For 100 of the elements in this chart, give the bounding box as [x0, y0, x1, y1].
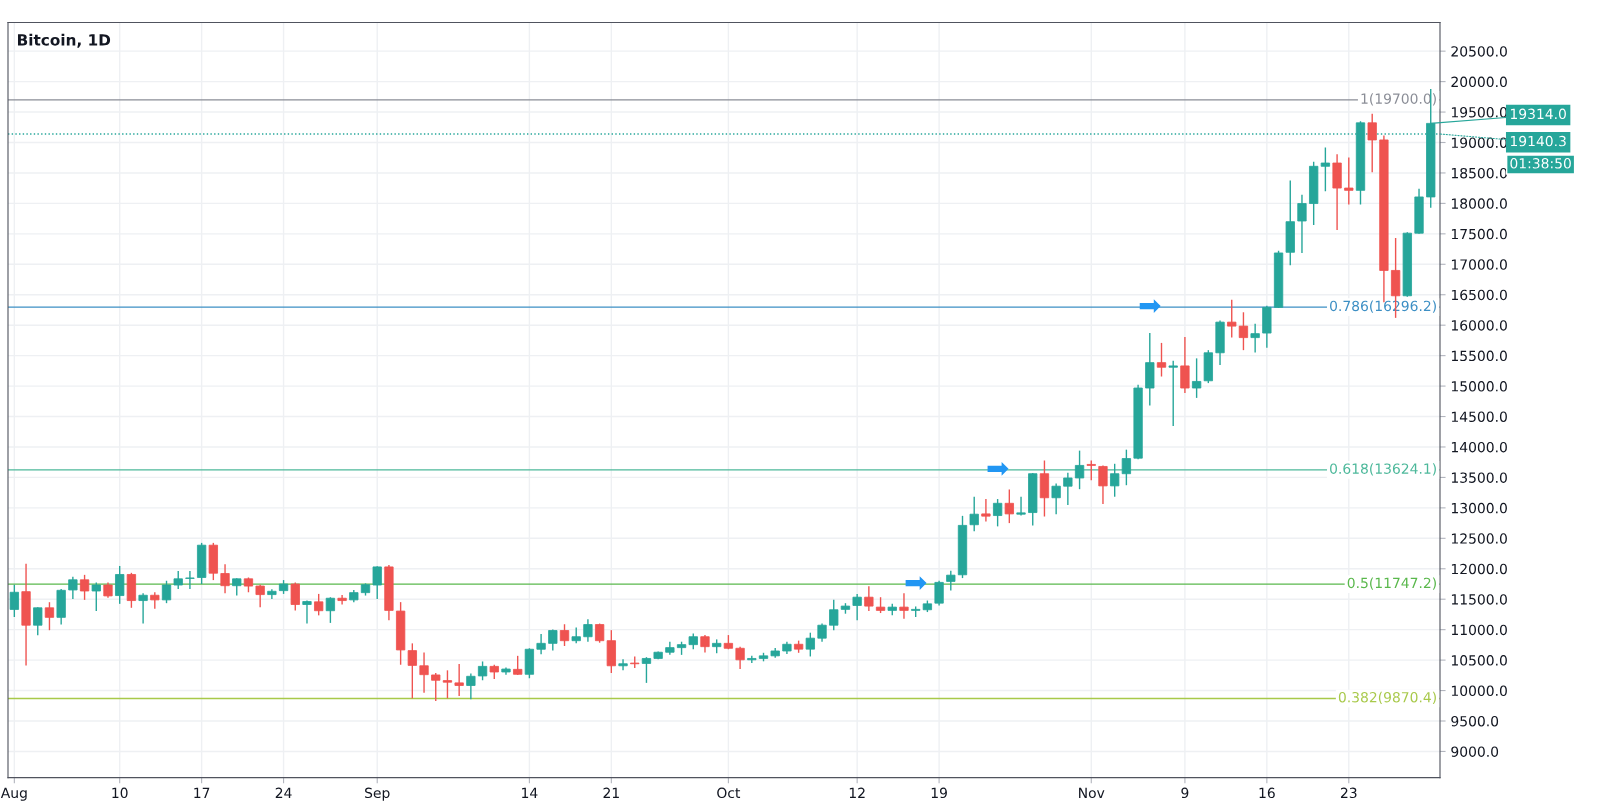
candlestick [115, 565, 125, 605]
y-tick-label: 9500.0 [1451, 715, 1499, 727]
x-tick-label: 19 [931, 787, 947, 799]
candlestick [267, 588, 277, 600]
y-tick-label: 11500.0 [1451, 594, 1507, 605]
x-tick-label: 12 [849, 787, 865, 798]
candlestick [68, 576, 78, 600]
candlestick [337, 594, 347, 606]
y-tick-label: 19000.0 [1451, 137, 1507, 148]
candlestick [1191, 357, 1202, 399]
candlestick [1250, 323, 1260, 354]
text: 01:38:50 [1510, 158, 1571, 169]
candlestick [899, 592, 909, 620]
candlestick [138, 592, 148, 625]
candlestick [9, 584, 19, 618]
ref-line-label: 0.5(11747.2) [1347, 577, 1436, 590]
y-tick-label: 12000.0 [1451, 563, 1507, 575]
ref-line-label: 0.382(9870.4) [1338, 691, 1436, 705]
candlestick [161, 580, 172, 604]
x-tick-label: 24 [275, 787, 292, 798]
x-tick-label: Nov [1079, 787, 1105, 799]
candlestick [477, 660, 488, 681]
candlestick [1297, 193, 1307, 254]
candlestick [442, 669, 453, 700]
candlestick [1168, 359, 1178, 427]
x-tick-label: 21 [603, 787, 619, 798]
y-tick-label: 16500.0 [1451, 289, 1507, 301]
candlestick [946, 570, 956, 592]
x-tick-label: 9 [1181, 787, 1189, 799]
candlestick [79, 574, 90, 601]
candlestick [325, 596, 336, 624]
x-tick-label: 10 [112, 787, 128, 799]
candlestick [981, 498, 991, 523]
candlestick [852, 593, 862, 621]
candlestick [1063, 471, 1073, 506]
candlestick [1121, 448, 1132, 486]
y-tick-label: 12500.0 [1451, 533, 1507, 544]
candlestick [992, 498, 1003, 528]
candlestick [1051, 482, 1061, 515]
candlestick [548, 628, 558, 652]
candlestick [805, 632, 815, 658]
x-tick-label: Sep [365, 787, 390, 801]
x-tick-label: Aug [0, 787, 27, 801]
x-tick-label: Oct [717, 787, 741, 799]
candlestick [817, 622, 827, 643]
y-tick-label: 18500.0 [1451, 167, 1507, 179]
candlestick [934, 580, 944, 607]
candlestick [1086, 459, 1096, 481]
y-tick-label: 15000.0 [1451, 381, 1507, 392]
y-tick-label: 20000.0 [1451, 76, 1507, 88]
candlestick [150, 591, 160, 610]
candlestick [91, 581, 101, 612]
candlestick [1238, 311, 1249, 351]
annotation: 19314.0 [1510, 108, 1566, 120]
candlestick [1180, 336, 1190, 394]
candlestick [173, 570, 183, 590]
candlestick [1098, 464, 1108, 505]
text: Bitcoin, 1D [18, 33, 111, 48]
y-tick-label: 10500.0 [1451, 655, 1507, 666]
candlestick [431, 672, 441, 702]
candlestick [44, 601, 55, 631]
y-tick-label: 14000.0 [1451, 441, 1507, 453]
y-tick-label: 19500.0 [1451, 107, 1507, 118]
candlestick [969, 496, 979, 533]
x-tick-label: 14 [522, 787, 538, 798]
candlestick [185, 570, 195, 590]
candlestick [1227, 299, 1237, 339]
x-tick-label: 23 [1340, 787, 1357, 799]
y-tick-label: 13500.0 [1451, 472, 1507, 483]
y-tick-label: 16000.0 [1451, 320, 1507, 331]
x-tick-label: 16 [1259, 787, 1275, 799]
candlestick [583, 618, 593, 643]
candlestick [466, 672, 476, 701]
y-tick-label: 13000.0 [1451, 502, 1507, 514]
y-tick-label: 17000.0 [1451, 259, 1507, 270]
candlestick [618, 658, 628, 672]
candlestick [454, 663, 464, 697]
candlestick [1156, 342, 1167, 378]
candlestick [290, 581, 300, 612]
candlestick [1004, 488, 1014, 524]
ref-line-label: 0.618(13624.1) [1330, 463, 1436, 476]
candlestick [372, 565, 382, 600]
x-tick-label: 17 [194, 787, 210, 798]
candlestick [513, 655, 523, 676]
y-tick-label: 15500.0 [1451, 350, 1507, 362]
candlestick [1367, 112, 1377, 173]
candlestick [536, 633, 546, 655]
candlestick [559, 623, 570, 647]
y-tick-label: 9000.0 [1451, 746, 1499, 757]
candlestick [407, 642, 417, 700]
candlestick [864, 585, 874, 612]
candlestick [1110, 463, 1120, 498]
y-tick-label: 10000.0 [1451, 685, 1507, 697]
y-tick-label: 20500.0 [1451, 46, 1507, 57]
y-tick-label: 18000.0 [1451, 198, 1507, 209]
candlestick [1074, 449, 1085, 490]
candlestick [419, 651, 429, 694]
y-tick-label: 17500.0 [1451, 228, 1507, 240]
candlestick [314, 593, 324, 617]
candlestick [1016, 496, 1026, 517]
